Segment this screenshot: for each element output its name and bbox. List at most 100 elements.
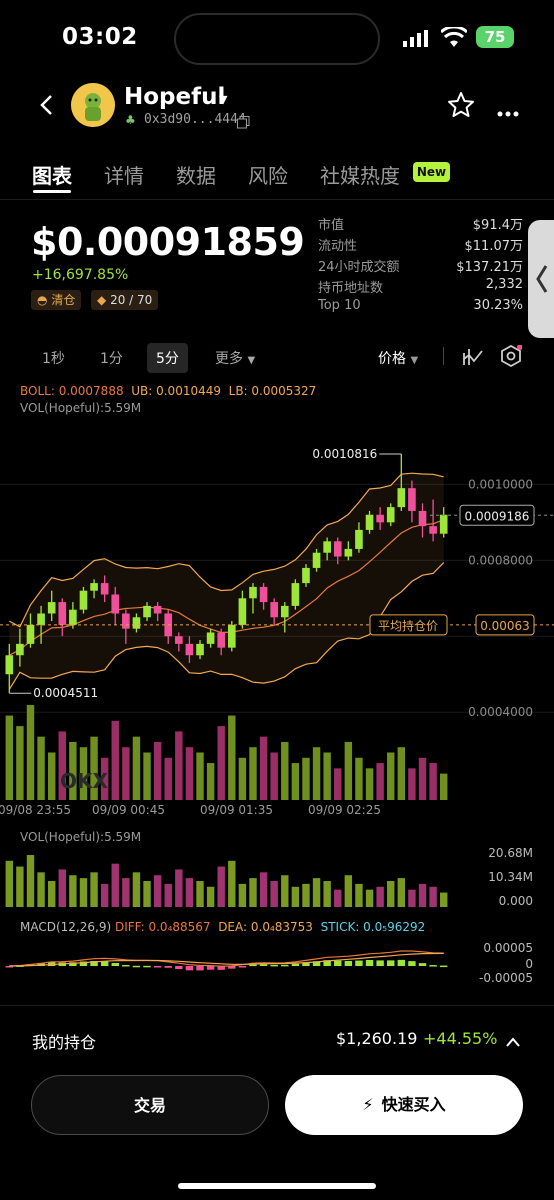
candle-body: [206, 632, 215, 644]
tab-social[interactable]: 社媒热度: [320, 164, 400, 188]
side-drawer-handle[interactable]: [528, 220, 554, 338]
macd-bar: [334, 960, 342, 966]
chip-score-label: 20 / 70: [110, 293, 153, 307]
macd-axis-label: -0.00005: [479, 971, 533, 985]
tab-data[interactable]: 数据: [176, 164, 216, 188]
candle-body: [259, 586, 268, 603]
tf-5m[interactable]: 5分: [147, 343, 188, 373]
tf-more-label: 更多: [215, 351, 243, 367]
volume-sub-bar: [16, 866, 24, 907]
volume-sub-bar: [69, 875, 77, 907]
trade-button[interactable]: 交易: [31, 1075, 269, 1135]
macd-chart[interactable]: 0.00005 0-0.00005: [0, 938, 554, 988]
price-toggle[interactable]: 价格 ▼: [378, 348, 418, 368]
tab-chart[interactable]: 图表: [32, 164, 72, 188]
volume-bar: [164, 757, 172, 800]
volume-sub-bar: [90, 872, 98, 907]
volume-bar: [334, 768, 342, 800]
low-label: 0.0004511: [33, 686, 98, 700]
chevron-up-icon[interactable]: [505, 1033, 521, 1052]
macd-bar: [439, 965, 448, 968]
current-price-box: [459, 504, 535, 526]
star-icon[interactable]: [447, 91, 475, 123]
macd-bar: [5, 966, 14, 968]
macd-bar: [100, 961, 109, 966]
volume-sub-bar: [429, 886, 437, 907]
volume-sub-bar: [185, 878, 194, 907]
clear-chip[interactable]: ◓ 清仓: [31, 290, 82, 310]
candle-body: [386, 507, 395, 523]
candle-body: [323, 541, 331, 553]
vol-legend: VOL(Hopeful):5.59M: [20, 401, 142, 415]
candle-body: [153, 605, 162, 614]
token-address[interactable]: 0x3d90...4444: [144, 112, 246, 127]
volume-bar: [196, 752, 204, 800]
tab-risk[interactable]: 风险: [248, 164, 288, 188]
macd-bar: [376, 960, 384, 966]
x-axis-label: 09/09 00:45: [92, 803, 165, 817]
candle-body: [37, 613, 45, 625]
volume-sub-bar: [323, 881, 331, 907]
stat-holders: 持币地址数 2,332: [318, 277, 523, 296]
volume-sub-bar: [122, 878, 130, 907]
macd-bar: [249, 964, 257, 967]
candle-body: [333, 541, 342, 557]
status-time: 03:02: [62, 24, 138, 50]
candle-body: [397, 488, 406, 508]
copy-icon[interactable]: [237, 114, 250, 133]
volume-bar: [344, 741, 353, 800]
candle-body: [175, 636, 183, 644]
quick-buy-label: 快速买入: [381, 1095, 446, 1114]
token-name[interactable]: Hopeful: [124, 84, 226, 110]
tab-details[interactable]: 详情: [104, 164, 144, 188]
volume-bar: [153, 741, 162, 800]
candle-body: [58, 602, 67, 625]
tf-1m[interactable]: 1分: [100, 351, 123, 367]
volume-sub-bar: [408, 889, 416, 907]
candle-body: [227, 624, 236, 648]
macd-bar: [238, 966, 247, 968]
current-price: $0.00091859: [31, 220, 305, 264]
more-icon[interactable]: [497, 102, 519, 121]
volume-bar: [217, 726, 225, 800]
macd-bar: [153, 966, 162, 968]
macd-legend: MACD(12,26,9) DIFF: 0.0₄88567 DEA: 0.0₄8…: [20, 920, 426, 934]
settings-icon[interactable]: [500, 344, 523, 371]
stat-24h-volume: 24小时成交额 $137.21万: [318, 260, 523, 275]
volume-chart[interactable]: 20.68M 10.34M 0.000: [0, 845, 554, 910]
volume-sub-bar: [281, 875, 289, 907]
volume-sub-bar: [439, 892, 448, 907]
tf-1s[interactable]: 1秒: [42, 351, 65, 367]
tf-more[interactable]: 更多 ▼: [215, 348, 255, 368]
avg-cost-value-box: [475, 614, 535, 636]
volume-bar: [387, 752, 395, 800]
macd-bar: [302, 962, 310, 966]
candle-body: [143, 605, 151, 618]
volume-bar: [47, 752, 56, 800]
stat-liquidity: 流动性 $11.07万: [318, 239, 523, 254]
caret-down-icon[interactable]: ▼: [219, 93, 228, 106]
volume-sub-bar: [79, 878, 88, 907]
indicator-icon[interactable]: [462, 347, 484, 371]
vol-axis-label: 20.68M: [488, 846, 533, 860]
candlestick-chart[interactable]: 0.0010000 0.0008000 0.0004000 0.0010816 0.00…: [0, 420, 554, 820]
boll-band-fill: [9, 473, 444, 690]
volume-bar: [249, 747, 257, 800]
volume-bar: [58, 731, 66, 800]
volume-sub-bar: [397, 878, 406, 907]
macd-bar: [164, 966, 172, 968]
candle-body: [376, 514, 384, 523]
macd-bar: [37, 962, 45, 966]
quick-buy-button[interactable]: ⚡ 快速买入: [285, 1075, 523, 1135]
volume-sub-bar: [365, 889, 374, 907]
volume-bar: [16, 726, 24, 800]
macd-bar: [312, 961, 321, 966]
volume-bar: [429, 763, 437, 800]
separator: [443, 347, 444, 365]
y-axis-label: 0.0004000: [468, 705, 533, 719]
back-button[interactable]: [36, 92, 58, 118]
volume-sub-bar: [376, 886, 384, 907]
dynamic-island: [174, 13, 380, 65]
score-chip[interactable]: ◆ 20 / 70: [91, 290, 159, 310]
volume-sub-bar: [259, 872, 268, 907]
